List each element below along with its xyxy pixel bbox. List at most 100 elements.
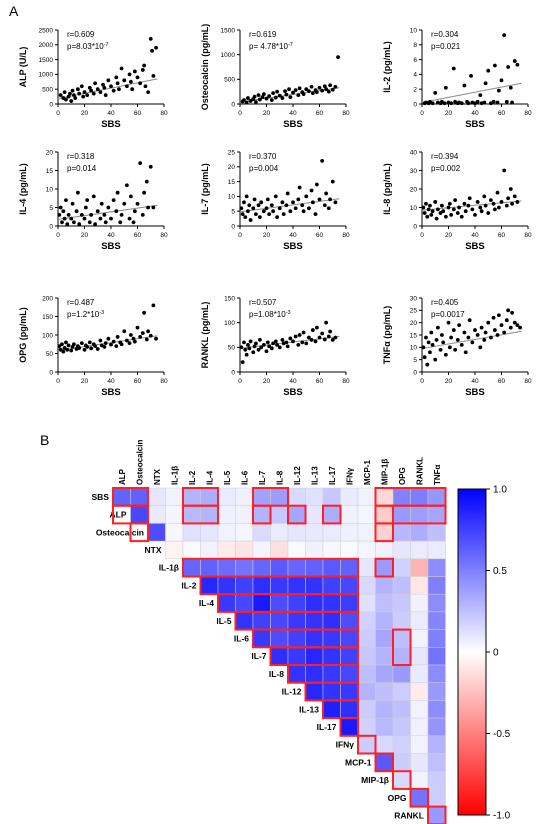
heatmap-cell bbox=[340, 647, 359, 666]
data-point bbox=[328, 329, 332, 334]
data-point bbox=[320, 158, 325, 163]
data-point bbox=[247, 346, 252, 351]
data-point bbox=[441, 340, 446, 345]
data-point bbox=[109, 216, 113, 221]
data-point bbox=[109, 342, 113, 347]
heatmap-row-label: Osteocalcin bbox=[96, 527, 144, 537]
y-tick-label: 30 bbox=[410, 168, 418, 175]
x-tick-label: 80 bbox=[342, 232, 350, 239]
data-point bbox=[447, 201, 452, 206]
heatmap-cell bbox=[357, 558, 376, 577]
data-point bbox=[58, 205, 63, 210]
heatmap-cell bbox=[410, 682, 429, 701]
significance-outline bbox=[252, 504, 272, 525]
heatmap-cell bbox=[427, 593, 446, 613]
heatmap-cell bbox=[410, 629, 429, 648]
heatmap-cell bbox=[322, 523, 341, 542]
data-point bbox=[496, 313, 501, 318]
stat-p-label: p=0.021 bbox=[431, 42, 461, 51]
heatmap-cell bbox=[217, 576, 236, 595]
data-point bbox=[296, 197, 301, 202]
heatmap-cell bbox=[427, 735, 446, 754]
y-tick-label: 8 bbox=[413, 42, 417, 49]
stat-p-exponent: -7 bbox=[104, 42, 109, 48]
data-point bbox=[142, 63, 147, 68]
stat-r-label: r=0.370 bbox=[249, 152, 277, 161]
heatmap-cell bbox=[427, 558, 446, 577]
heatmap-cell bbox=[322, 682, 341, 701]
heatmap-cell bbox=[270, 629, 289, 648]
data-point bbox=[430, 101, 435, 106]
heatmap-cell bbox=[375, 753, 394, 772]
stat-r-label: r=0.609 bbox=[67, 30, 95, 39]
heatmap-cell bbox=[305, 505, 324, 524]
heatmap-row-label: IL-7 bbox=[251, 651, 266, 661]
data-point bbox=[261, 342, 266, 347]
data-point bbox=[127, 216, 132, 221]
data-point bbox=[297, 333, 302, 337]
data-point bbox=[518, 325, 522, 330]
x-tick-label: 60 bbox=[498, 110, 506, 117]
data-point bbox=[330, 338, 335, 342]
data-point bbox=[79, 341, 84, 346]
data-point bbox=[510, 310, 514, 315]
y-tick-label: 15 bbox=[46, 168, 54, 175]
y-axis-label: TNFα (pg/mL) bbox=[382, 306, 392, 365]
stat-p-exponent: -3 bbox=[286, 310, 291, 316]
data-point bbox=[429, 330, 434, 335]
data-point bbox=[449, 101, 454, 106]
significance-outline bbox=[357, 734, 377, 755]
data-point bbox=[114, 75, 119, 80]
y-tick-label: 15 bbox=[410, 332, 418, 339]
heatmap-cell bbox=[130, 487, 149, 506]
data-point bbox=[77, 91, 82, 96]
data-point bbox=[486, 68, 491, 73]
data-point bbox=[142, 190, 147, 195]
data-point bbox=[492, 207, 497, 212]
data-point bbox=[328, 83, 332, 88]
data-point bbox=[322, 84, 327, 89]
data-point bbox=[297, 86, 302, 91]
data-point bbox=[135, 201, 140, 206]
data-point bbox=[313, 339, 318, 344]
heatmap-cell bbox=[340, 611, 359, 630]
x-tick-label: 20 bbox=[445, 232, 453, 239]
heatmap-cell bbox=[182, 505, 201, 524]
data-point bbox=[426, 207, 431, 212]
data-point bbox=[69, 99, 74, 103]
stat-r-label: r=0.507 bbox=[249, 298, 277, 307]
y-tick-label: 20 bbox=[410, 320, 418, 327]
heatmap-cell bbox=[287, 664, 306, 683]
heatmap-cell bbox=[357, 611, 376, 630]
heatmap-cell bbox=[410, 576, 429, 595]
x-tick-label: 20 bbox=[445, 110, 453, 117]
data-point bbox=[70, 88, 75, 93]
heatmap-cell bbox=[340, 593, 359, 613]
data-point bbox=[265, 197, 270, 202]
data-point bbox=[506, 308, 511, 313]
data-point bbox=[87, 340, 92, 345]
heatmap-column-label: NTX bbox=[153, 468, 162, 485]
data-point bbox=[491, 99, 496, 104]
x-tick-label: 20 bbox=[263, 110, 271, 117]
data-point bbox=[288, 336, 293, 341]
significance-outline bbox=[339, 717, 359, 737]
stat-p-label: p=1.2*10-3 bbox=[67, 310, 104, 319]
heatmap-column-label: IL-7 bbox=[258, 470, 267, 485]
data-point bbox=[328, 197, 332, 202]
heatmap-row-label: IL-1β bbox=[159, 563, 179, 573]
data-point bbox=[424, 335, 428, 340]
data-point bbox=[239, 206, 244, 211]
data-point bbox=[117, 87, 121, 92]
data-point bbox=[324, 191, 329, 196]
data-point bbox=[273, 194, 278, 199]
stat-p-label: p=0.0017 bbox=[431, 310, 465, 319]
y-tick-label: 50 bbox=[46, 351, 54, 358]
data-point bbox=[512, 194, 517, 199]
data-point bbox=[314, 90, 319, 95]
heatmap-cell bbox=[287, 487, 306, 506]
data-point bbox=[496, 205, 501, 210]
scatter-plot-rankl: 0 20 40 60 80 0 50 100 150 SBS RANKL (pg/mL) r=0.50… bbox=[200, 295, 350, 398]
heatmap-column-label: IL-17 bbox=[328, 466, 337, 485]
heatmap-row-label: MIP-1β bbox=[361, 775, 389, 785]
